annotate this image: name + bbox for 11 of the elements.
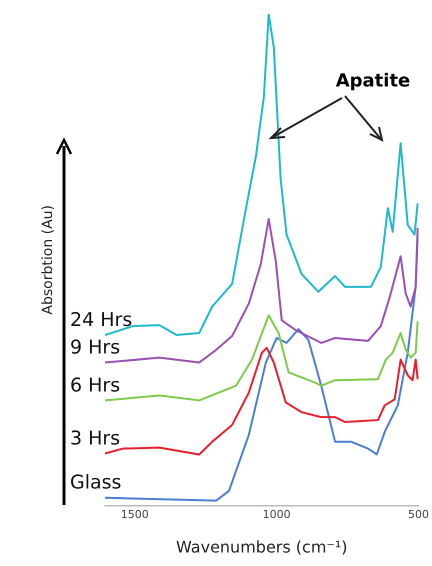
x-tick-label: 500 (408, 508, 429, 522)
series-label: Glass (70, 472, 122, 494)
series-label: 9 Hrs (70, 336, 120, 359)
y-axis-title: Absorbtion (Au) (40, 204, 56, 315)
x-tick-label: 1500 (120, 508, 149, 522)
x-axis-title: Wavenumbers (cm⁻¹) (176, 538, 348, 557)
x-tick-label: 1000 (262, 508, 291, 522)
annotation: Apatite (336, 70, 410, 92)
series-label: 3 Hrs (70, 427, 120, 450)
series-label: 24 Hrs (70, 309, 132, 332)
series-label: 6 Hrs (70, 374, 120, 396)
